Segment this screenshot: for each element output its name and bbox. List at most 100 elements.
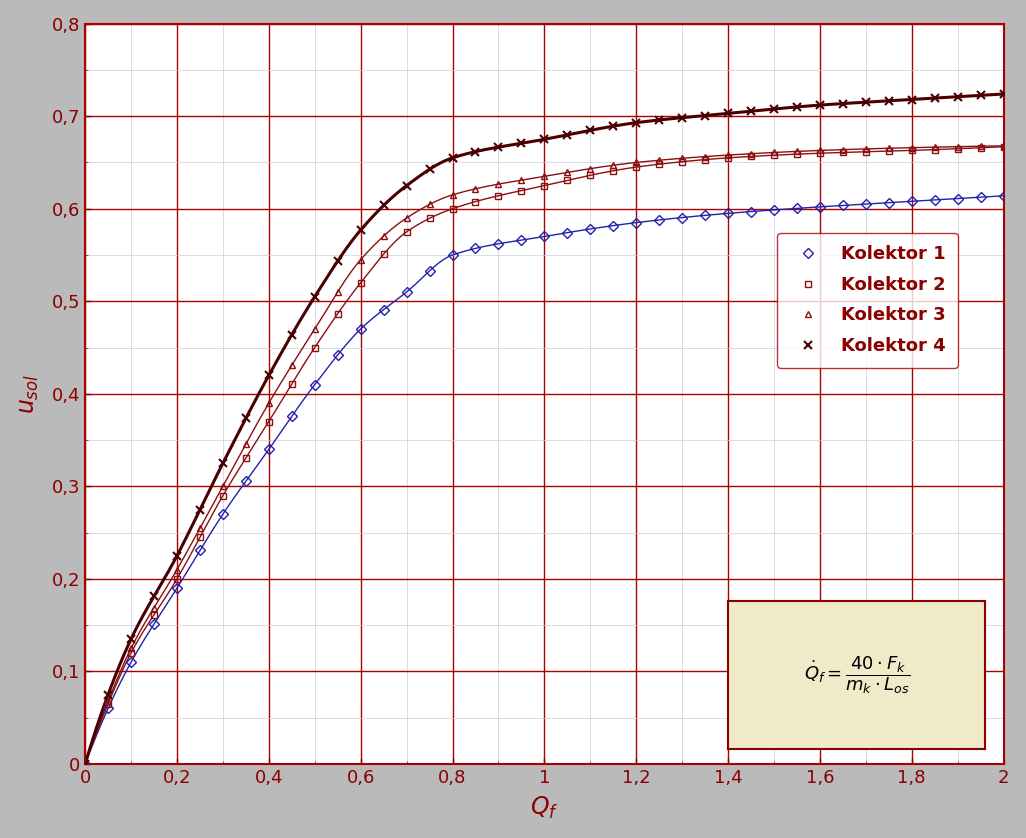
Kolektor 3	[79, 759, 91, 769]
Kolektor 3	[584, 163, 596, 173]
Kolektor 4	[216, 458, 229, 468]
Kolektor 2	[331, 308, 344, 318]
Kolektor 1	[216, 509, 229, 519]
Kolektor 4	[951, 91, 963, 101]
Kolektor 4	[929, 93, 941, 103]
Kolektor 3	[767, 147, 780, 158]
Kolektor 3	[745, 148, 757, 158]
Kolektor 2	[492, 191, 505, 201]
Kolektor 4	[285, 329, 298, 339]
Kolektor 3	[814, 146, 826, 156]
Kolektor 1	[699, 210, 711, 220]
Kolektor 3	[539, 171, 551, 181]
Kolektor 1	[446, 250, 459, 260]
Y-axis label: $u_{sol}$: $u_{sol}$	[16, 374, 41, 414]
Kolektor 3	[975, 141, 987, 151]
Kolektor 2	[102, 699, 114, 709]
Kolektor 1	[951, 194, 963, 204]
Kolektor 4	[699, 111, 711, 121]
Kolektor 3	[378, 231, 390, 241]
Kolektor 2	[676, 157, 688, 167]
Kolektor 2	[653, 159, 665, 169]
Kolektor 2	[951, 143, 963, 153]
Kolektor 3	[653, 155, 665, 165]
Kolektor 1	[791, 204, 803, 214]
Kolektor 1	[860, 199, 872, 210]
Kolektor 4	[653, 115, 665, 125]
Kolektor 4	[355, 225, 367, 235]
Kolektor 1	[630, 218, 642, 228]
Kolektor 1	[285, 411, 298, 422]
Kolektor 4	[446, 153, 459, 163]
Kolektor 2	[309, 343, 321, 353]
Kolektor 1	[309, 380, 321, 390]
Kolektor 3	[148, 603, 160, 613]
Kolektor 1	[539, 231, 551, 241]
Kolektor 3	[170, 565, 183, 575]
Kolektor 2	[584, 170, 596, 180]
Kolektor 1	[400, 287, 412, 297]
Kolektor 1	[469, 243, 481, 253]
Kolektor 1	[653, 215, 665, 225]
Kolektor 3	[400, 213, 412, 223]
Kolektor 4	[469, 147, 481, 157]
Kolektor 3	[263, 398, 275, 408]
Kolektor 1	[882, 198, 895, 208]
Kolektor 1	[102, 703, 114, 713]
Kolektor 4	[860, 97, 872, 107]
Kolektor 2	[539, 180, 551, 190]
Line: Kolektor 2: Kolektor 2	[82, 143, 1008, 768]
Kolektor 2	[906, 146, 918, 156]
Kolektor 1	[929, 195, 941, 205]
Kolektor 3	[997, 141, 1010, 151]
Kolektor 2	[767, 150, 780, 160]
Kolektor 1	[975, 192, 987, 202]
Kolektor 4	[975, 91, 987, 101]
Kolektor 1	[997, 191, 1010, 201]
Kolektor 1	[745, 206, 757, 216]
Kolektor 4	[378, 200, 390, 210]
Kolektor 3	[607, 160, 620, 170]
Kolektor 4	[722, 108, 735, 118]
Kolektor 4	[125, 634, 137, 644]
Kolektor 3	[676, 153, 688, 163]
Kolektor 3	[285, 360, 298, 370]
Kolektor 3	[125, 644, 137, 654]
Line: Kolektor 4: Kolektor 4	[81, 90, 1008, 768]
Kolektor 4	[882, 96, 895, 106]
Kolektor 1	[125, 657, 137, 667]
Kolektor 2	[469, 197, 481, 207]
Kolektor 3	[331, 287, 344, 297]
Kolektor 2	[446, 204, 459, 214]
Kolektor 4	[400, 180, 412, 190]
Kolektor 2	[561, 175, 574, 185]
Kolektor 4	[79, 759, 91, 769]
Line: Kolektor 3: Kolektor 3	[82, 142, 1008, 768]
Kolektor 2	[285, 379, 298, 389]
Kolektor 1	[584, 224, 596, 234]
Kolektor 4	[997, 89, 1010, 99]
Kolektor 4	[194, 504, 206, 515]
Kolektor 4	[539, 134, 551, 144]
Kolektor 4	[584, 125, 596, 135]
Kolektor 3	[699, 152, 711, 162]
Kolektor 1	[79, 759, 91, 769]
Kolektor 3	[561, 168, 574, 178]
Kolektor 3	[216, 481, 229, 491]
Kolektor 2	[836, 147, 849, 158]
Kolektor 1	[492, 239, 505, 249]
Kolektor 3	[929, 142, 941, 153]
Kolektor 4	[791, 102, 803, 112]
Kolektor 2	[882, 146, 895, 156]
Kolektor 2	[194, 532, 206, 542]
Kolektor 1	[515, 235, 527, 246]
Kolektor 4	[424, 164, 436, 174]
Kolektor 4	[607, 122, 620, 132]
Kolektor 4	[240, 413, 252, 423]
Kolektor 3	[469, 184, 481, 194]
Line: Kolektor 1: Kolektor 1	[82, 192, 1008, 768]
Kolektor 2	[263, 416, 275, 427]
Kolektor 3	[355, 255, 367, 265]
Kolektor 3	[836, 145, 849, 155]
Kolektor 2	[170, 574, 183, 584]
